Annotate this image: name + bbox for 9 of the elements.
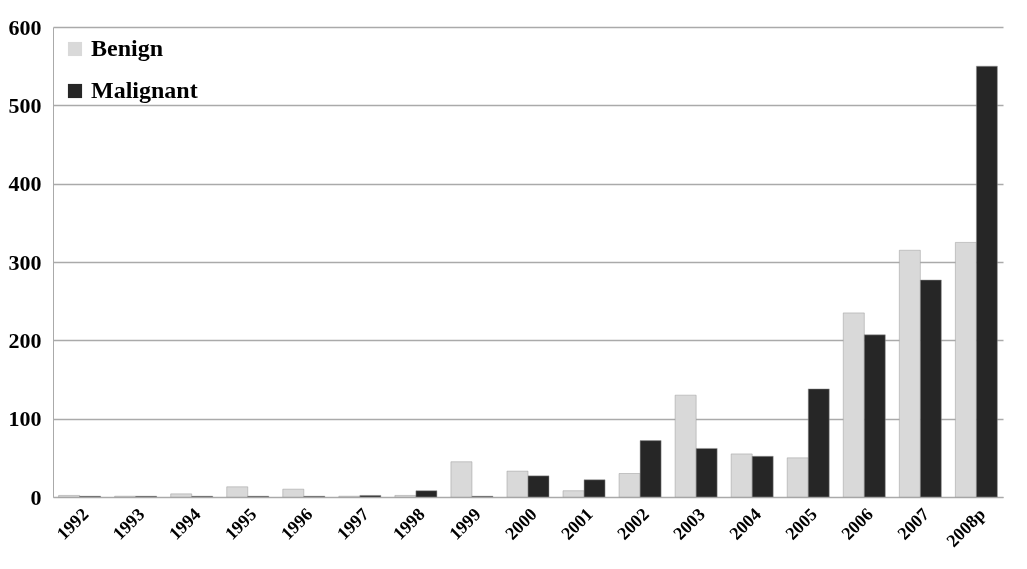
- y-tick-label: 0: [30, 484, 42, 510]
- y-tick-label: 200: [8, 327, 42, 353]
- y-tick-label: 400: [8, 171, 42, 197]
- y-tick-label: 300: [8, 249, 42, 275]
- legend-label: Malignant: [91, 77, 198, 103]
- y-tick-label: 100: [8, 406, 42, 432]
- y-tick-label: 600: [8, 14, 42, 40]
- legend-label: Benign: [91, 35, 164, 61]
- y-tick-label: 500: [8, 92, 42, 118]
